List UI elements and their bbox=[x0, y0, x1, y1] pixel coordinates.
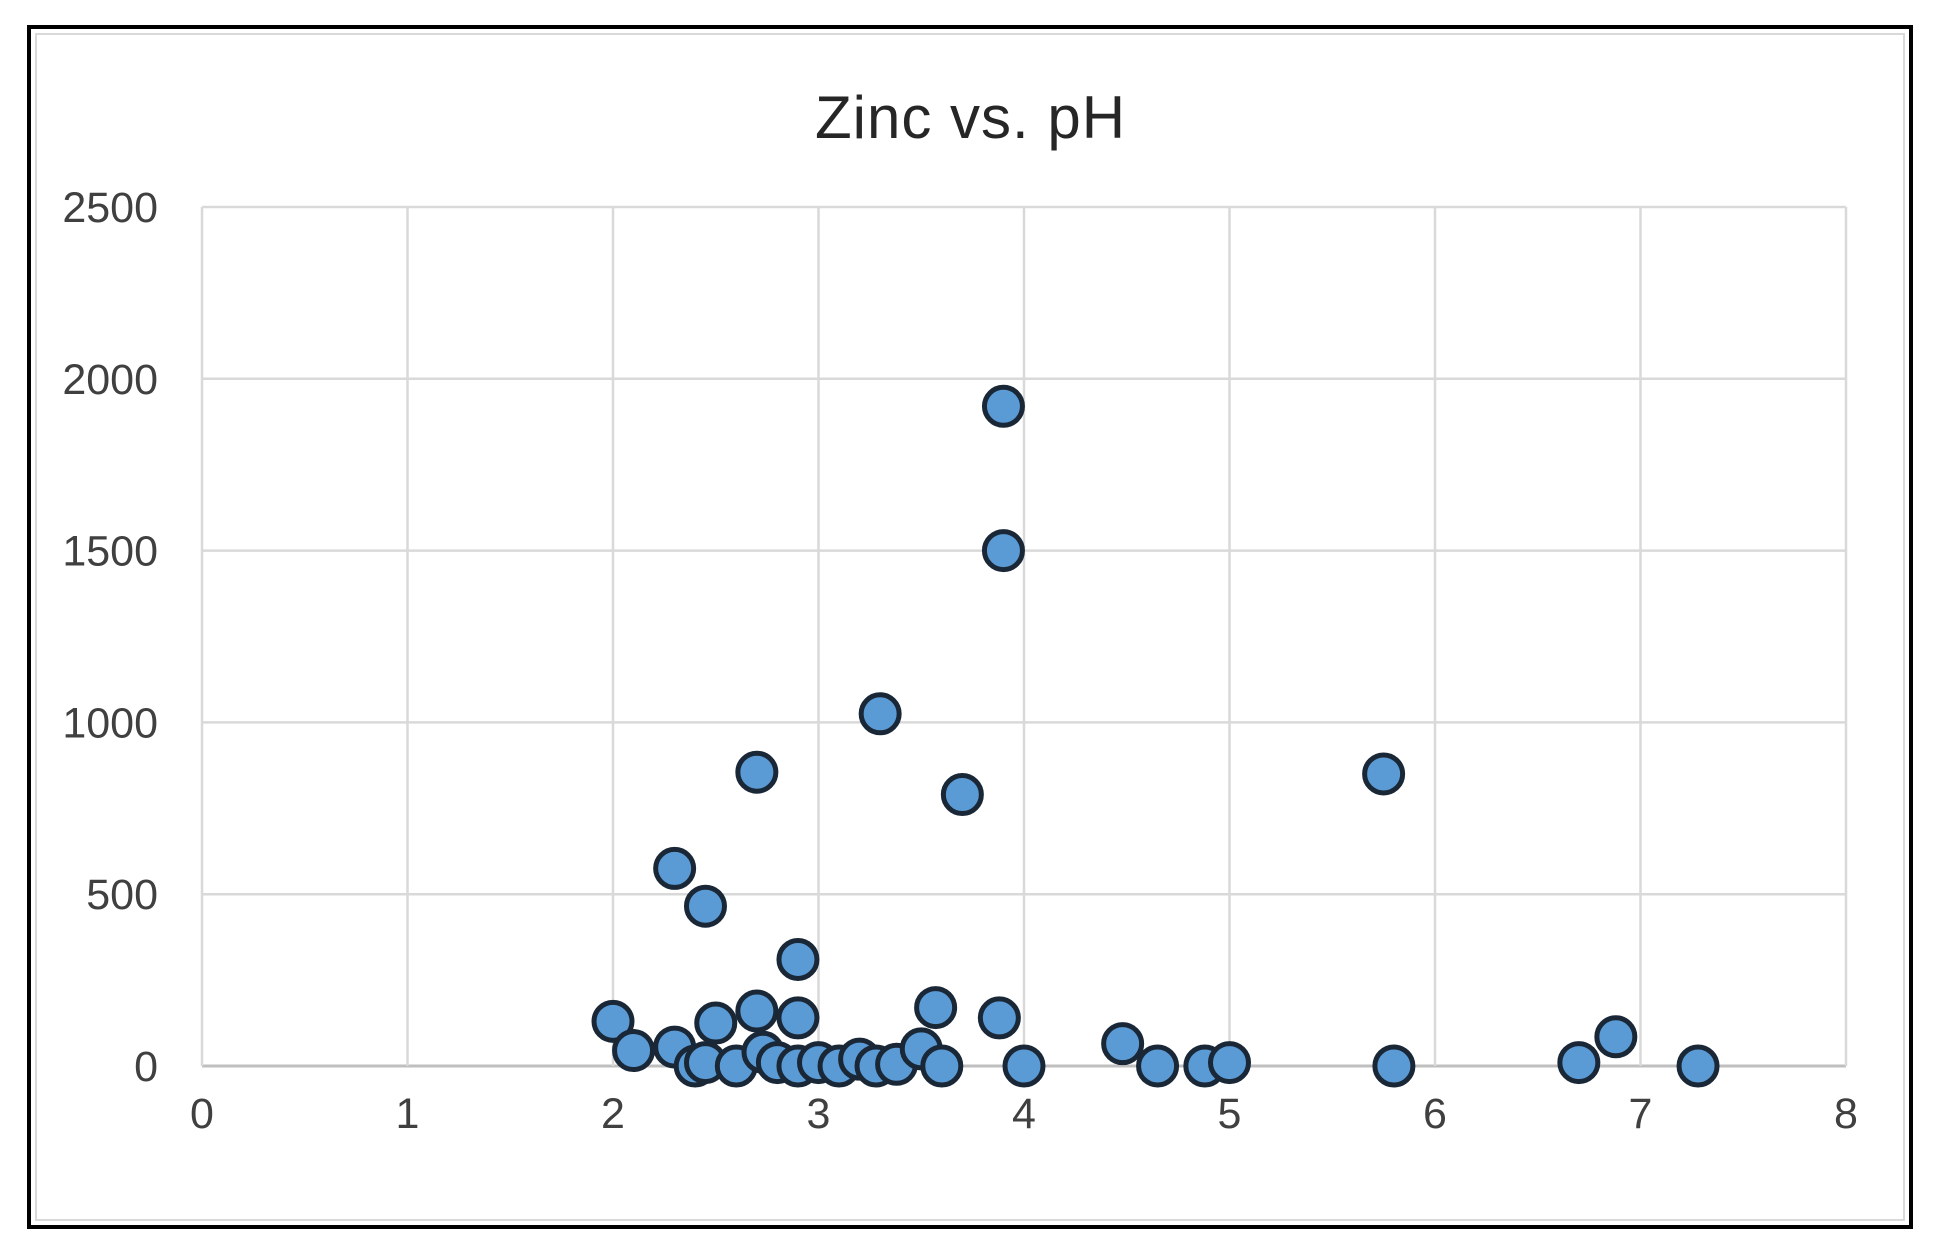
data-point bbox=[612, 1029, 656, 1073]
data-point bbox=[735, 750, 779, 794]
data-point bbox=[776, 937, 820, 981]
x-tick-label: 4 bbox=[1012, 1090, 1036, 1138]
data-point bbox=[981, 529, 1025, 573]
data-point bbox=[694, 1001, 738, 1045]
data-point bbox=[1676, 1044, 1720, 1088]
data-point bbox=[858, 692, 902, 736]
data-point bbox=[1208, 1041, 1251, 1085]
x-tick-label: 6 bbox=[1423, 1090, 1447, 1138]
y-tick-label: 2000 bbox=[62, 356, 158, 404]
data-point bbox=[981, 384, 1025, 428]
x-tick-label: 8 bbox=[1834, 1090, 1858, 1138]
data-point bbox=[1594, 1015, 1638, 1059]
y-tick-label: 2500 bbox=[62, 184, 158, 232]
data-point bbox=[920, 1044, 964, 1088]
data-point bbox=[683, 884, 727, 928]
data-point bbox=[1136, 1044, 1180, 1088]
data-point bbox=[1372, 1044, 1416, 1088]
chart-title: Zinc vs. pH bbox=[814, 84, 1127, 151]
chart-area-border bbox=[35, 33, 1905, 1221]
data-point bbox=[735, 989, 779, 1033]
x-tick-label: 7 bbox=[1629, 1090, 1653, 1138]
data-point bbox=[1002, 1044, 1046, 1088]
data-point bbox=[1557, 1041, 1601, 1085]
x-tick-label: 0 bbox=[190, 1090, 214, 1138]
data-point bbox=[977, 996, 1021, 1040]
data-point bbox=[776, 996, 820, 1040]
data-point bbox=[914, 986, 958, 1030]
data-point bbox=[1362, 752, 1406, 796]
x-tick-label: 1 bbox=[396, 1090, 420, 1138]
data-point bbox=[940, 773, 984, 817]
image-frame bbox=[27, 25, 1913, 1229]
x-tick-label: 5 bbox=[1218, 1090, 1242, 1138]
y-tick-label: 500 bbox=[86, 871, 158, 919]
data-point bbox=[591, 999, 635, 1043]
data-point bbox=[1101, 1022, 1145, 1066]
data-point bbox=[653, 846, 697, 890]
y-tick-label: 1000 bbox=[62, 699, 158, 747]
y-tick-label: 1500 bbox=[62, 528, 158, 576]
x-tick-label: 3 bbox=[807, 1090, 831, 1138]
x-tick-label: 2 bbox=[601, 1090, 625, 1138]
y-tick-label: 0 bbox=[134, 1043, 158, 1091]
